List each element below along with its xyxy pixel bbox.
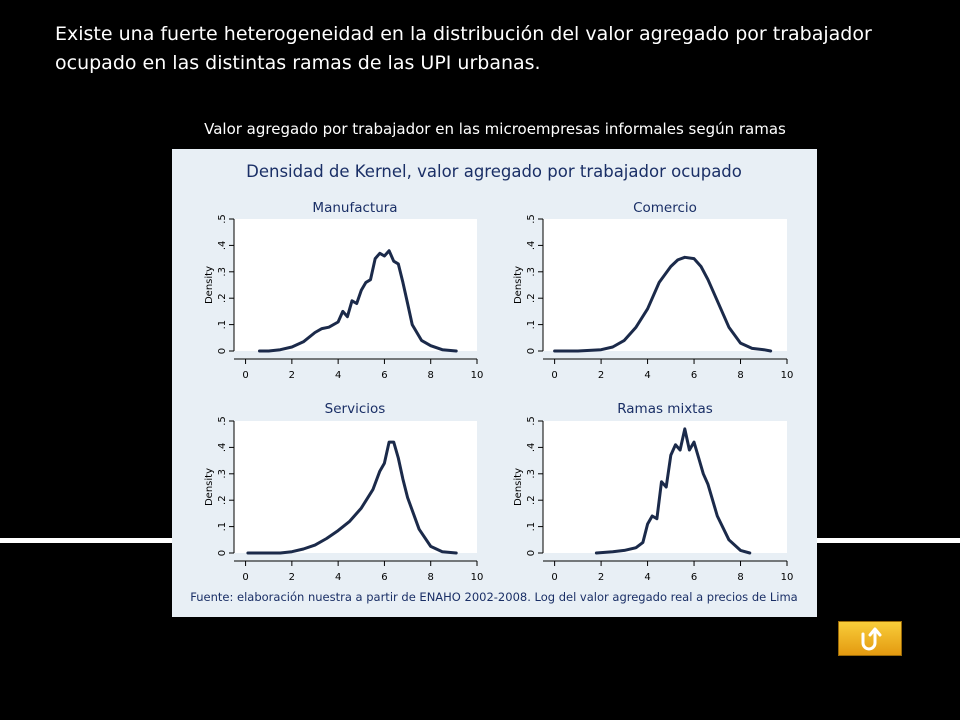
x-tick-label: 8 [428, 572, 434, 583]
x-tick-label: 8 [737, 572, 743, 583]
panel-title: Servicios [325, 401, 386, 417]
y-tick-label: .2 [526, 495, 537, 505]
y-tick-label: .3 [526, 469, 537, 479]
return-button[interactable] [838, 621, 902, 656]
y-tick-label: .5 [526, 214, 537, 224]
x-tick-label: 0 [242, 370, 248, 381]
x-tick-label: 6 [691, 370, 697, 381]
y-tick-label: .1 [217, 522, 228, 532]
y-tick-label: 0 [526, 348, 537, 354]
x-tick-label: 10 [471, 370, 484, 381]
y-tick-label: .1 [526, 320, 537, 330]
panel-2: Comercio 0 .1 .2 .3 .4 .5 Density 0 2 4 6 8 10 [513, 200, 793, 381]
y-tick-label: .4 [217, 241, 228, 251]
x-tick-label: 6 [691, 572, 697, 583]
y-tick-label: .5 [217, 214, 228, 224]
y-tick-label: .1 [526, 522, 537, 532]
y-tick-label: .1 [217, 320, 228, 330]
panel-title: Manufactura [312, 200, 397, 216]
x-tick-label: 2 [289, 572, 295, 583]
y-tick-label: .2 [217, 495, 228, 505]
y-tick-label: .2 [217, 293, 228, 303]
x-tick-label: 10 [781, 572, 794, 583]
x-tick-label: 2 [598, 370, 604, 381]
panel-4: Ramas mixtas 0 .1 .2 .3 .4 .5 Density 0 2 4 6 8 10 [513, 401, 793, 583]
panel-1: Manufactura 0 .1 .2 .3 .4 .5 Density 0 2 4 6 8 10 [204, 200, 483, 381]
y-tick-label: .3 [217, 267, 228, 277]
y-tick-label: .4 [217, 443, 228, 453]
x-tick-label: 4 [644, 370, 650, 381]
x-tick-label: 2 [598, 572, 604, 583]
plot-area [543, 219, 787, 351]
plot-area [234, 421, 477, 553]
x-tick-label: 6 [381, 572, 387, 583]
y-tick-label: 0 [217, 550, 228, 556]
x-tick-label: 6 [381, 370, 387, 381]
heading-line-2: ocupado en las distintas ramas de las UP… [55, 52, 541, 74]
heading-line-1: Existe una fuerte heterogeneidad en la d… [55, 23, 872, 45]
y-tick-label: .3 [526, 267, 537, 277]
slide-subtitle: Valor agregado por trabajador en las mic… [204, 120, 786, 138]
figure-source-note: Fuente: elaboración nuestra a partir de … [190, 590, 797, 604]
return-arrow-icon [861, 627, 882, 651]
x-tick-label: 10 [471, 572, 484, 583]
x-tick-label: 2 [289, 370, 295, 381]
density-line [258, 249, 458, 353]
y-tick-label: .2 [526, 293, 537, 303]
y-axis-label: Density [513, 468, 524, 506]
kernel-density-figure: Densidad de Kernel, valor agregado por t… [172, 149, 817, 617]
x-tick-label: 0 [551, 572, 557, 583]
x-tick-label: 0 [551, 370, 557, 381]
y-tick-label: .4 [526, 241, 537, 251]
y-tick-label: .3 [217, 469, 228, 479]
y-tick-label: .5 [217, 416, 228, 426]
panel-title: Comercio [633, 200, 697, 216]
x-tick-label: 8 [737, 370, 743, 381]
y-axis-label: Density [204, 468, 215, 506]
y-tick-label: 0 [217, 348, 228, 354]
x-tick-label: 8 [428, 370, 434, 381]
x-tick-label: 0 [242, 572, 248, 583]
y-tick-label: .4 [526, 443, 537, 453]
density-line [594, 427, 752, 555]
y-axis-label: Density [513, 266, 524, 304]
panel-title: Ramas mixtas [617, 401, 713, 417]
x-tick-label: 10 [781, 370, 794, 381]
panel-3: Servicios 0 .1 .2 .3 .4 .5 Density 0 2 4 6 8 10 [204, 401, 483, 583]
x-tick-label: 4 [644, 572, 650, 583]
figure-title: Densidad de Kernel, valor agregado por t… [246, 162, 742, 181]
plot-area [234, 219, 477, 351]
density-line [246, 440, 458, 555]
x-tick-label: 4 [335, 572, 341, 583]
y-tick-label: 0 [526, 550, 537, 556]
y-axis-label: Density [204, 266, 215, 304]
horizontal-rule-right [816, 538, 960, 543]
slide-heading: Existe una fuerte heterogeneidad en la d… [55, 20, 935, 78]
x-tick-label: 4 [335, 370, 341, 381]
density-line [553, 255, 773, 353]
y-tick-label: .5 [526, 416, 537, 426]
horizontal-rule-left [0, 538, 172, 543]
